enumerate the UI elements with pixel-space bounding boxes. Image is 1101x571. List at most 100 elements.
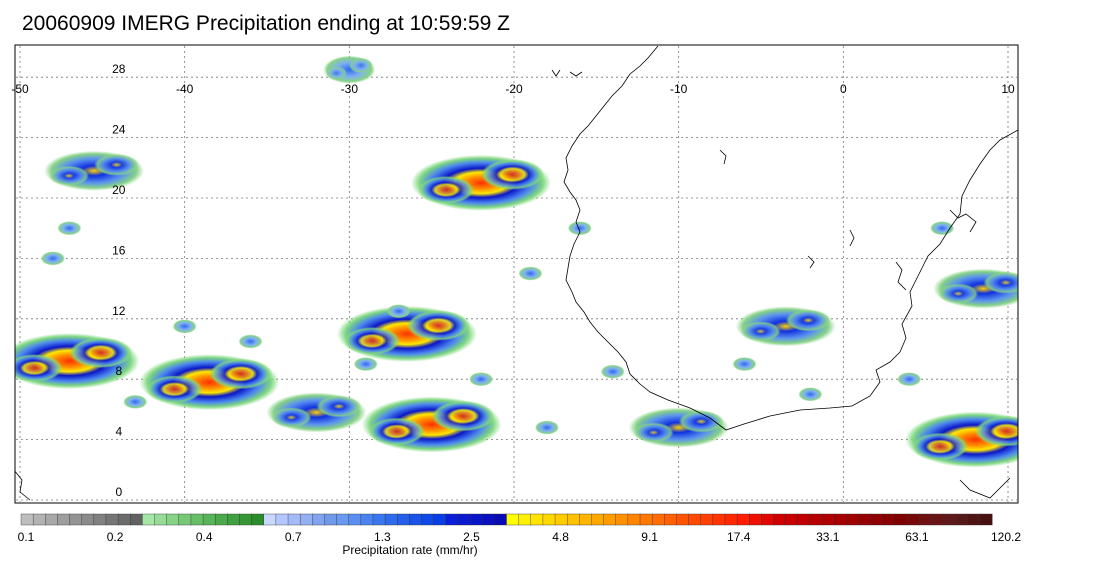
colorbar-swatch: [360, 513, 374, 526]
colorbar-swatch: [312, 513, 325, 526]
colorbar-swatch: [906, 513, 920, 526]
colorbar-swatch: [736, 513, 750, 526]
precip-cell: [732, 357, 757, 372]
colorbar-swatch: [700, 513, 714, 526]
colorbar-swatch: [397, 513, 410, 526]
colorbar-swatch: [239, 513, 253, 526]
colorbar-swatch: [409, 513, 423, 526]
colorbar-tick-label: 63.1: [905, 530, 929, 544]
colorbar-swatch: [482, 513, 495, 526]
colorbar-tick-label: 17.4: [727, 530, 751, 544]
colorbar-swatch: [263, 513, 277, 526]
colorbar-swatch: [384, 513, 398, 526]
colorbar-swatch: [821, 513, 835, 526]
colorbar-swatch: [421, 513, 435, 526]
colorbar-swatch: [554, 513, 568, 526]
colorbar-swatch: [433, 513, 447, 526]
lat-tick-label: 4: [115, 425, 122, 439]
colorbar-swatch: [943, 513, 957, 526]
precip-cell: [44, 150, 145, 191]
colorbar-swatch: [190, 513, 204, 526]
colorbar-swatch: [348, 513, 362, 526]
colorbar-tick-label: 0.4: [196, 530, 213, 544]
precip-cell: [266, 392, 367, 433]
colorbar-swatch: [967, 513, 981, 526]
graticule: [16, 46, 1017, 502]
precip-cell: [933, 268, 1018, 309]
colorbar-swatch: [372, 513, 386, 526]
colorbar-swatch: [469, 513, 483, 526]
precip-cell: [897, 372, 922, 387]
colorbar-swatch: [979, 513, 993, 526]
colorbar-tick-label: 0.2: [107, 530, 124, 544]
precip-cell: [123, 394, 148, 409]
colorbar-swatch: [275, 513, 289, 526]
colorbar-swatch: [227, 513, 240, 526]
precip-cell: [798, 387, 823, 402]
colorbar: [20, 513, 993, 526]
colorbar-swatch: [57, 513, 71, 526]
colorbar-swatch: [445, 513, 459, 526]
lat-tick-label: 16: [112, 243, 126, 257]
latitude-labels: 0 4 8 12 16 20 24 28: [112, 62, 126, 499]
lon-tick-label: -20: [505, 82, 523, 96]
colorbar-swatch: [117, 513, 131, 526]
precip-cell: [567, 221, 592, 236]
precip-cell: [172, 319, 197, 334]
lat-tick-label: 0: [115, 485, 122, 499]
colorbar-swatch: [214, 513, 228, 526]
lat-tick-label: 28: [112, 62, 126, 76]
colorbar-tick-label: 0.1: [18, 530, 35, 544]
precip-cell: [15, 333, 140, 390]
colorbar-swatch: [69, 513, 83, 526]
colorbar-swatch: [664, 513, 677, 526]
precip-cell: [57, 221, 82, 236]
colorbar-swatch: [870, 513, 884, 526]
colorbar-swatch: [336, 513, 350, 526]
precip-cell: [534, 420, 559, 435]
colorbar-tick-label: 2.5: [463, 530, 480, 544]
precip-cell: [40, 251, 65, 266]
colorbar-tick-label: 0.7: [285, 530, 302, 544]
precip-cell: [469, 372, 494, 387]
plot-frame: [14, 44, 1019, 504]
colorbar-swatch: [324, 513, 338, 526]
colorbar-swatch: [882, 513, 896, 526]
precip-cell: [238, 334, 263, 349]
colorbar-swatch: [809, 513, 823, 526]
precip-cell: [930, 221, 955, 236]
colorbar-swatch: [566, 513, 580, 526]
colorbar-swatch: [797, 513, 811, 526]
colorbar-swatch: [591, 513, 605, 526]
longitude-labels: -50 -40 -30 -20 -10 0 10: [11, 82, 1015, 96]
colorbar-swatch: [931, 513, 944, 526]
lat-tick-label: 8: [115, 364, 122, 378]
colorbar-swatch: [894, 513, 908, 526]
precip-cell: [323, 55, 376, 84]
lat-tick-label: 24: [112, 123, 126, 137]
precip-cell: [386, 304, 411, 319]
colorbar-swatch: [676, 513, 690, 526]
colorbar-swatch: [251, 513, 265, 526]
colorbar-swatch: [627, 513, 641, 526]
colorbar-swatch: [834, 513, 847, 526]
colorbar-swatch: [651, 513, 665, 526]
precip-cell: [628, 407, 729, 448]
colorbar-swatch: [45, 513, 58, 526]
colorbar-label: Precipitation rate (mm/hr): [342, 543, 477, 557]
colorbar-tick-label: 120.2: [991, 530, 1021, 544]
colorbar-tick-labels: 0.1 0.2 0.4 0.7 1.3 2.5 4.8 9.1 17.4 33.1 63.1 120.…: [18, 530, 1022, 544]
colorbar-swatch: [530, 513, 544, 526]
lat-tick-label: 12: [112, 304, 126, 318]
colorbar-swatch: [154, 513, 168, 526]
colorbar-swatch: [724, 513, 738, 526]
colorbar-swatch: [785, 513, 799, 526]
lon-tick-label: -30: [341, 82, 359, 96]
colorbar-swatch: [20, 513, 34, 526]
colorbar-tick-label: 33.1: [816, 530, 840, 544]
colorbar-swatch: [688, 513, 702, 526]
colorbar-swatch: [846, 513, 859, 526]
colorbar-tick-label: 1.3: [374, 530, 391, 544]
map-title: 20060909 IMERG Precipitation ending at 1…: [22, 12, 510, 35]
colorbar-swatch: [639, 513, 653, 526]
